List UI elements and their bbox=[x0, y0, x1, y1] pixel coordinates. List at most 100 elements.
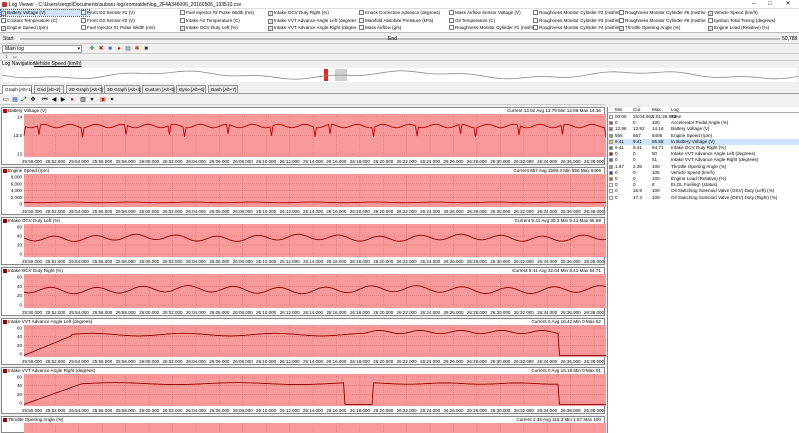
zoom-out-icon[interactable]: ↔ bbox=[12, 54, 18, 60]
table-row[interactable]: 12.96 13.92 14.16 Battery Voltage (V) bbox=[608, 126, 799, 132]
series-color-swatch[interactable] bbox=[609, 170, 613, 175]
table-row[interactable]: 0 16.9 100 Oil Switching Solenoid Valve (OS… bbox=[608, 188, 799, 194]
series-color-swatch[interactable] bbox=[609, 183, 613, 188]
parameter-item[interactable]: Front O2 Sensor #1 (V) bbox=[81, 10, 169, 16]
parameter-checkbox[interactable]: ✓ bbox=[180, 26, 185, 31]
parameter-item[interactable]: Oil Temperature (C) bbox=[449, 17, 537, 24]
chart-panel[interactable]: Throttle Opening Angle (%) Current 2.35 A… bbox=[1, 416, 606, 433]
parameter-checkbox[interactable] bbox=[180, 10, 185, 15]
chart-panel[interactable]: Engine Speed (rpm) Current 657 Avg 1559.3… bbox=[1, 167, 606, 215]
parameter-item[interactable]: Roughness Monitor Cylinder #1 (misfire c… bbox=[449, 25, 537, 31]
parameter-item[interactable]: ✓ Intake OCV Duty Right (%) bbox=[268, 10, 356, 16]
color-icon[interactable]: ▣ bbox=[100, 97, 106, 103]
zoom-in-icon[interactable]: ↕ bbox=[4, 54, 8, 60]
grid-icon[interactable]: ▦ bbox=[12, 97, 18, 103]
minimize-button[interactable]: – bbox=[752, 1, 756, 7]
table-row[interactable]: 0 0 105 Vehicle Speed (km/h) bbox=[608, 170, 799, 176]
tab-grid[interactable]: Grid [Alt+2] bbox=[34, 85, 64, 93]
table-header-cell[interactable]: Cur bbox=[633, 107, 641, 112]
series-color-swatch[interactable] bbox=[609, 133, 613, 138]
table-row[interactable]: 0 17.3 100 Oil Switching Solenoid Valve (OS… bbox=[608, 195, 799, 201]
pan-icon[interactable]: ✥ bbox=[30, 97, 36, 103]
table-header-cell[interactable]: Min bbox=[615, 107, 623, 112]
tab-custom[interactable]: Custom [Alt+5] bbox=[142, 85, 175, 93]
parameter-checkbox[interactable] bbox=[81, 17, 86, 23]
parameter-checkbox[interactable] bbox=[619, 10, 624, 15]
parameter-checkbox[interactable] bbox=[449, 17, 454, 23]
parameter-item[interactable]: Front O2 Sensor #2 (V) bbox=[81, 17, 169, 24]
stop-icon[interactable]: ■ bbox=[144, 46, 148, 52]
chart-panel[interactable]: Battery Voltage (V) Current 13.92 Avg 13.… bbox=[1, 107, 606, 165]
parameter-item[interactable]: Roughness Monitor Cylinder #3 (misfire c… bbox=[533, 17, 621, 24]
parameter-checkbox[interactable] bbox=[1, 17, 6, 23]
tab-2d[interactable]: 2D Graph [Alt+3] bbox=[66, 85, 103, 93]
table-row[interactable]: 9.41 9.41 64.71 Intake OCV Duty Right (%) bbox=[608, 145, 799, 151]
layout-icon[interactable]: ▥ bbox=[80, 97, 86, 103]
parameter-checkbox[interactable]: ✓ bbox=[268, 18, 273, 24]
record-icon[interactable]: ● bbox=[117, 46, 121, 52]
close-button[interactable]: ✕ bbox=[785, 1, 791, 7]
chart-plot[interactable] bbox=[2, 423, 606, 433]
parameter-item[interactable]: ✓ Battery Voltage (V) bbox=[0, 9, 90, 17]
series-color-swatch[interactable] bbox=[609, 146, 613, 150]
chart-plot[interactable]: 25:50.000 25:52.000 25:54.000 25:56.000 25:5… bbox=[2, 374, 606, 414]
chart-panel[interactable]: Intake VVT Advance Angle Left (degrees) C… bbox=[1, 318, 606, 365]
series-color-swatch[interactable] bbox=[609, 158, 613, 163]
parameter-item[interactable]: ✓ Intake OCV Duty Left (%) bbox=[180, 25, 268, 31]
parameter-item[interactable]: ✓ Intake VVT Advance Angle Left (degrees) bbox=[268, 18, 356, 24]
parameter-checkbox[interactable]: ✓ bbox=[619, 26, 624, 31]
chart-plot[interactable]: 25:50.000 25:52.000 25:54.000 25:56.000 25:5… bbox=[2, 325, 606, 365]
tab-3d[interactable]: 3D Graph [Alt+4] bbox=[104, 85, 141, 93]
parameter-item[interactable]: Mass Airflow Sensor Voltage (V) bbox=[449, 10, 537, 16]
parameter-checkbox[interactable] bbox=[359, 25, 364, 30]
parameter-checkbox[interactable] bbox=[533, 25, 538, 30]
zoom-icon[interactable]: ⤢ bbox=[21, 97, 27, 103]
table-row[interactable]: 556 657 6406 Engine Speed (rpm) bbox=[608, 133, 799, 139]
parameter-item[interactable]: ✓ Engine Speed (rpm) bbox=[1, 25, 89, 31]
parameter-item[interactable]: Roughness Monitor Cylinder #5 (misfire c… bbox=[619, 10, 707, 16]
pointer-icon[interactable]: ▭ bbox=[3, 97, 9, 103]
parameter-checkbox[interactable] bbox=[708, 17, 713, 23]
parameter-checkbox[interactable] bbox=[533, 10, 538, 15]
parameter-item[interactable]: ✓ Vehicle Speed (km/h) bbox=[708, 10, 796, 16]
series-color-swatch[interactable] bbox=[609, 152, 613, 157]
parameter-item[interactable]: Roughness Monitor Cylinder #6 (misfire c… bbox=[619, 17, 707, 24]
chart-plot[interactable]: 25:50.000 25:52.000 25:54.000 25:56.000 25:5… bbox=[2, 224, 606, 265]
chart-plot[interactable]: 25:50.000 25:52.000 25:54.000 25:56.000 25:5… bbox=[2, 174, 606, 215]
settings-icon[interactable]: ✱ bbox=[134, 46, 140, 52]
layout-dropdown-icon[interactable]: ▾ bbox=[90, 97, 94, 103]
parameter-item[interactable]: Mass Airflow (g/s) bbox=[359, 25, 447, 31]
parameter-checkbox[interactable]: ✓ bbox=[708, 11, 713, 16]
tab-graph[interactable]: Graph [Alt+1] bbox=[2, 85, 32, 94]
log-select[interactable]: Main log ▾ bbox=[2, 45, 82, 53]
navigation-trace[interactable] bbox=[2, 67, 798, 83]
first-icon[interactable]: ⏮ bbox=[42, 97, 48, 103]
parameter-checkbox[interactable] bbox=[359, 10, 364, 15]
chart-plot[interactable]: 25:50.000 25:52.000 25:54.000 25:56.000 25:5… bbox=[2, 114, 606, 165]
parameter-checkbox[interactable] bbox=[533, 17, 538, 23]
pin-icon[interactable]: ✖ bbox=[98, 46, 104, 52]
parameter-checkbox[interactable]: ✓ bbox=[1, 11, 6, 16]
record-graph-icon[interactable]: ● bbox=[70, 97, 74, 103]
table-row[interactable]: 0 0 51 Intake VVT Advance Angle Right (degr… bbox=[608, 157, 799, 163]
series-color-swatch[interactable] bbox=[609, 195, 613, 200]
save-icon[interactable]: ■ bbox=[108, 46, 112, 52]
tab-dash[interactable]: Dash [Alt+7] bbox=[208, 85, 238, 93]
table-header-cell[interactable]: Log bbox=[671, 107, 679, 112]
table-header-cell[interactable]: Max bbox=[652, 107, 661, 112]
parameter-checkbox[interactable] bbox=[81, 25, 86, 30]
parameter-checkbox[interactable]: ✓ bbox=[268, 26, 273, 31]
parameter-item[interactable]: Coolant Temperature (C) bbox=[1, 17, 89, 24]
series-color-swatch[interactable] bbox=[609, 164, 613, 169]
add-icon[interactable]: ✚ bbox=[89, 46, 95, 52]
chart-panel[interactable]: Intake OCV Duty Left (%) Current 9.41 Avg… bbox=[1, 217, 606, 265]
parameter-checkbox[interactable]: ✓ bbox=[708, 26, 713, 31]
parameter-checkbox[interactable] bbox=[449, 10, 454, 15]
series-color-swatch[interactable] bbox=[609, 177, 613, 181]
parameter-item[interactable]: ✓ Engine Load (Relative) (%) bbox=[708, 25, 796, 31]
parameter-item[interactable]: Manifold Absolute Pressure (kPa) bbox=[359, 17, 447, 24]
chart-panel[interactable]: Intake VVT Advance Angle Right (degrees)… bbox=[1, 367, 606, 414]
next-icon[interactable]: ▶ bbox=[60, 97, 66, 103]
parameter-checkbox[interactable] bbox=[619, 17, 624, 23]
table-row[interactable]: 00:00 25:04.062 1:01:29.562 Time bbox=[608, 114, 799, 120]
